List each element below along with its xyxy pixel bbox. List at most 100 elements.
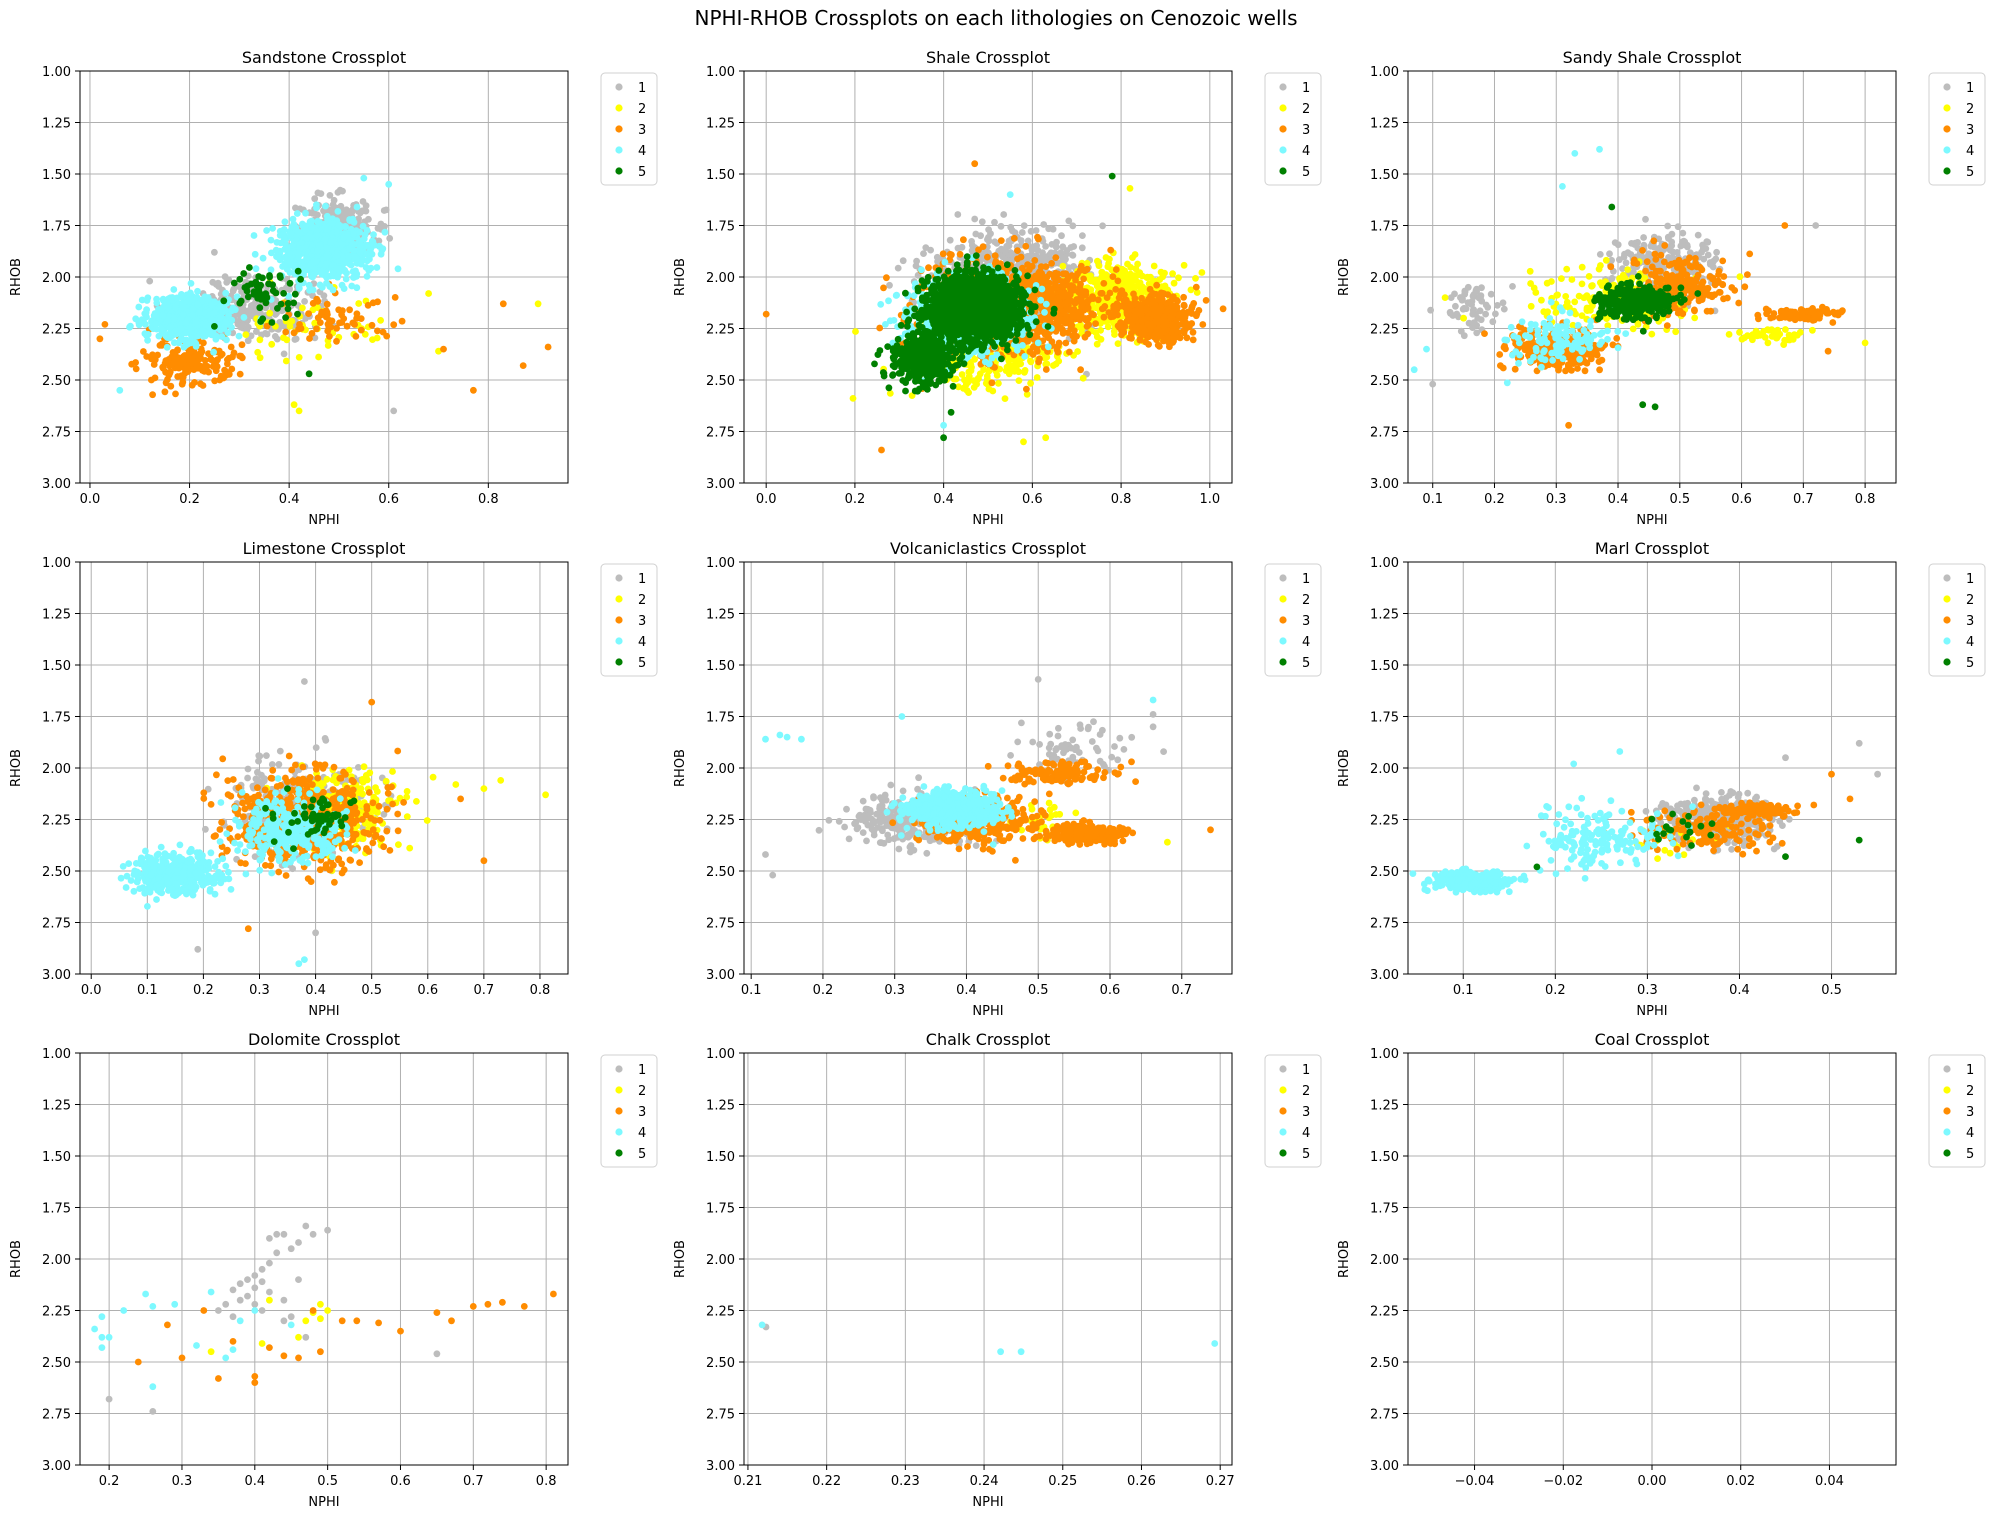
point-series-4: [236, 333, 243, 340]
point-series-3: [1014, 256, 1021, 263]
point-series-3: [989, 379, 996, 386]
point-series-5: [240, 270, 247, 277]
point-series-2: [377, 317, 384, 324]
point-series-2: [315, 354, 322, 361]
point-series-3: [876, 325, 883, 332]
point-series-4: [354, 204, 361, 211]
point-series-2: [852, 328, 859, 335]
point-series-2: [425, 290, 432, 297]
point-series-3: [975, 246, 982, 253]
point-series-5: [256, 304, 263, 311]
point-series-5: [238, 298, 245, 305]
point-series-3: [1036, 355, 1043, 362]
point-series-3: [1057, 317, 1064, 324]
point-series-3: [305, 310, 312, 317]
point-series-3: [151, 361, 158, 368]
point-series-1: [1070, 243, 1077, 250]
point-series-1: [222, 273, 229, 280]
legend-marker-5: [615, 167, 622, 174]
point-series-3: [1022, 243, 1029, 250]
point-series-5: [263, 299, 270, 306]
point-series-1: [1042, 243, 1049, 250]
point-series-2: [1027, 358, 1034, 365]
point-series-1: [314, 212, 321, 219]
point-series-2: [1060, 263, 1067, 270]
point-series-3: [1180, 294, 1187, 301]
point-series-3: [97, 335, 104, 342]
point-series-4: [339, 241, 346, 248]
point-series-4: [260, 255, 267, 262]
point-series-3: [399, 318, 406, 325]
point-series-2: [1088, 278, 1095, 285]
x-tick-label: 0.4: [933, 492, 954, 507]
point-series-4: [334, 274, 341, 281]
point-series-3: [324, 301, 331, 308]
point-series-3: [163, 379, 170, 386]
point-series-2: [1127, 185, 1134, 192]
point-series-2: [1123, 270, 1130, 277]
point-series-4: [370, 231, 377, 238]
point-series-4: [188, 280, 195, 287]
point-series-3: [520, 362, 527, 369]
point-series-1: [991, 219, 998, 226]
point-series-4: [323, 245, 330, 252]
data-points: [763, 160, 1227, 453]
point-series-4: [253, 265, 260, 272]
point-series-1: [998, 223, 1005, 230]
point-series-2: [1115, 340, 1122, 347]
legend-label-2: 2: [638, 102, 646, 117]
point-series-4: [172, 304, 179, 311]
point-series-1: [381, 223, 388, 230]
point-series-3: [1112, 286, 1119, 293]
point-series-2: [1192, 275, 1199, 282]
point-series-1: [913, 258, 920, 265]
point-series-3: [1037, 268, 1044, 275]
point-series-3: [214, 363, 221, 370]
point-series-3: [998, 237, 1005, 244]
point-series-3: [197, 380, 204, 387]
point-series-5: [220, 297, 227, 304]
point-series-5: [236, 276, 243, 283]
point-series-3: [1077, 366, 1084, 373]
point-series-4: [322, 203, 329, 210]
legend-label-5: 5: [638, 165, 646, 180]
point-series-4: [329, 220, 336, 227]
point-series-3: [1107, 247, 1114, 254]
point-series-2: [1021, 369, 1028, 376]
point-series-1: [971, 216, 978, 223]
point-series-2: [1094, 341, 1101, 348]
point-series-1: [272, 333, 279, 340]
x-tick-label: 0.8: [478, 492, 499, 507]
point-series-2: [1105, 324, 1112, 331]
point-series-3: [1199, 321, 1206, 328]
point-series-3: [226, 355, 233, 362]
point-series-3: [1055, 277, 1062, 284]
point-series-3: [1011, 235, 1018, 242]
point-series-4: [282, 218, 289, 225]
point-series-4: [309, 274, 316, 281]
point-series-1: [900, 257, 907, 264]
point-series-2: [959, 371, 966, 378]
point-series-3: [306, 335, 313, 342]
point-series-2: [1011, 361, 1018, 368]
point-series-3: [1110, 313, 1117, 320]
point-series-3: [984, 254, 991, 261]
point-series-4: [363, 251, 370, 258]
point-series-4: [349, 240, 356, 247]
point-series-4: [306, 287, 313, 294]
point-series-3: [326, 333, 333, 340]
point-series-3: [228, 344, 235, 351]
point-series-4: [352, 254, 359, 261]
x-tick-label: 0.8: [1111, 492, 1132, 507]
point-series-2: [296, 354, 303, 361]
point-series-4: [345, 254, 352, 261]
point-series-1: [339, 188, 346, 195]
point-series-4: [358, 258, 365, 265]
point-series-3: [239, 341, 246, 348]
point-series-1: [327, 192, 334, 199]
point-series-1: [922, 244, 929, 251]
point-series-4: [263, 227, 270, 234]
point-series-3: [1101, 314, 1108, 321]
